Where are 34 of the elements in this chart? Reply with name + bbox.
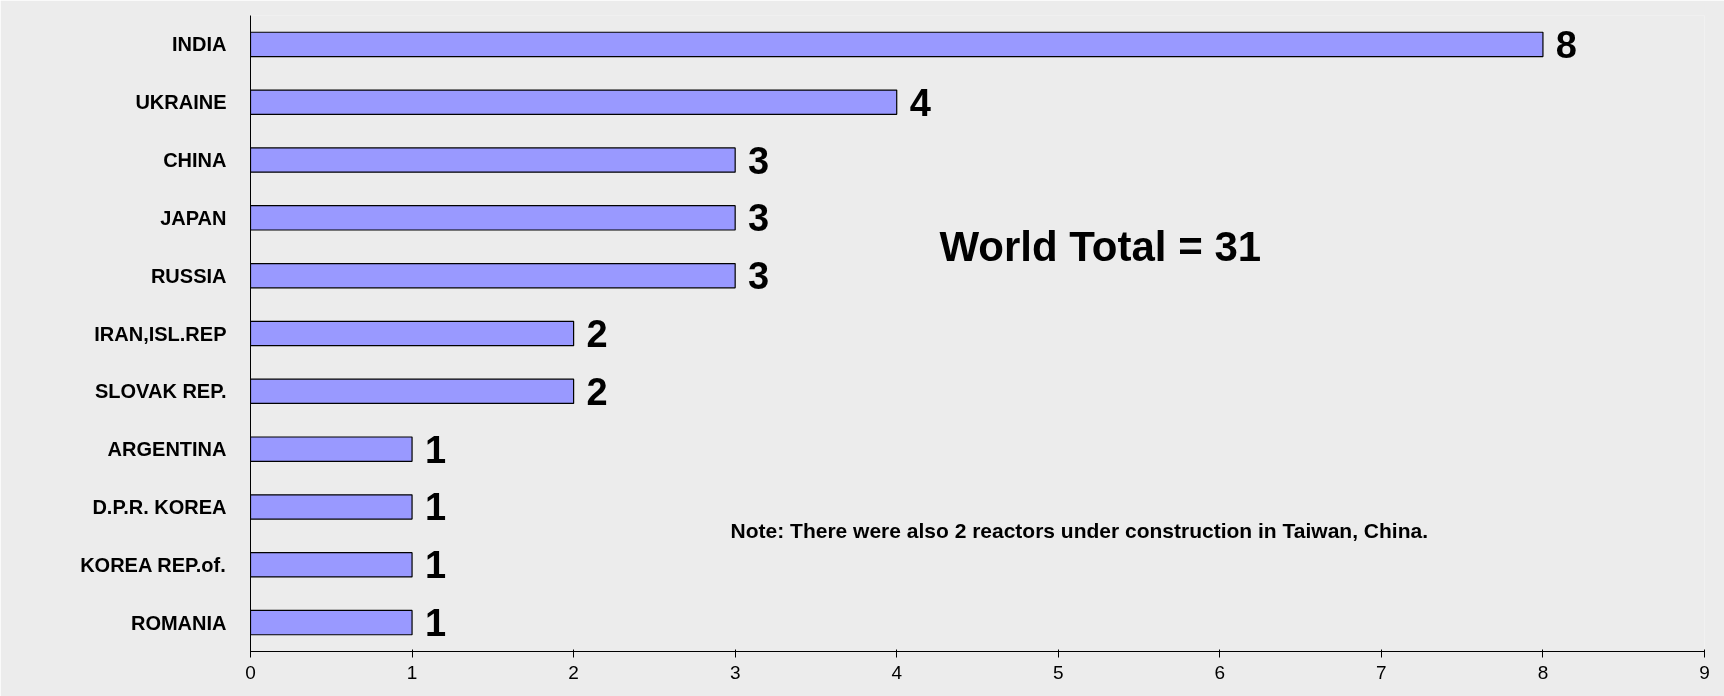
y-tick-label: IRAN,ISL.REP: [94, 322, 227, 345]
x-tick-label: 3: [729, 661, 741, 683]
data-label: 1: [424, 486, 447, 529]
x-tick-label: 5: [1052, 661, 1064, 683]
x-tick-label: 0: [245, 661, 256, 683]
data-label: 3: [748, 197, 770, 240]
data-label: 2: [586, 313, 608, 355]
data-label: 2: [586, 370, 608, 413]
x-tick-label: 7: [1376, 661, 1387, 683]
y-tick-label: RUSSIA: [150, 264, 227, 287]
x-tick-label: 9: [1699, 661, 1710, 683]
annotation: World Total = 31: [939, 223, 1262, 271]
y-tick-label: INDIA: [172, 33, 227, 56]
x-tick-label: 6: [1214, 661, 1226, 683]
y-tick-label: JAPAN: [160, 206, 227, 229]
y-tick-label: ROMANIA: [130, 611, 227, 634]
data-label: 8: [1555, 23, 1578, 66]
y-tick-label: KOREA REP.of.: [80, 553, 226, 576]
data-label: 3: [748, 255, 770, 298]
y-tick-label: UKRAINE: [135, 91, 227, 114]
data-label: 4: [909, 81, 931, 124]
x-tick-label: 1: [406, 661, 418, 683]
data-label: 1: [424, 428, 447, 471]
y-tick-label: D.P.R. KOREA: [92, 495, 227, 518]
x-tick-label: 2: [568, 661, 579, 683]
x-tick-label: 8: [1537, 661, 1549, 683]
annotation: Note: There were also 2 reactors under construction in Taiwan, China.: [730, 518, 1428, 542]
data-label: 3: [748, 139, 770, 182]
y-tick-label: CHINA: [163, 149, 227, 172]
y-tick-label: ARGENTINA: [107, 438, 227, 461]
data-label: 1: [424, 602, 447, 645]
data-label: 1: [424, 544, 447, 587]
y-tick-label: SLOVAK REP.: [94, 380, 227, 403]
x-tick-label: 4: [891, 661, 903, 683]
